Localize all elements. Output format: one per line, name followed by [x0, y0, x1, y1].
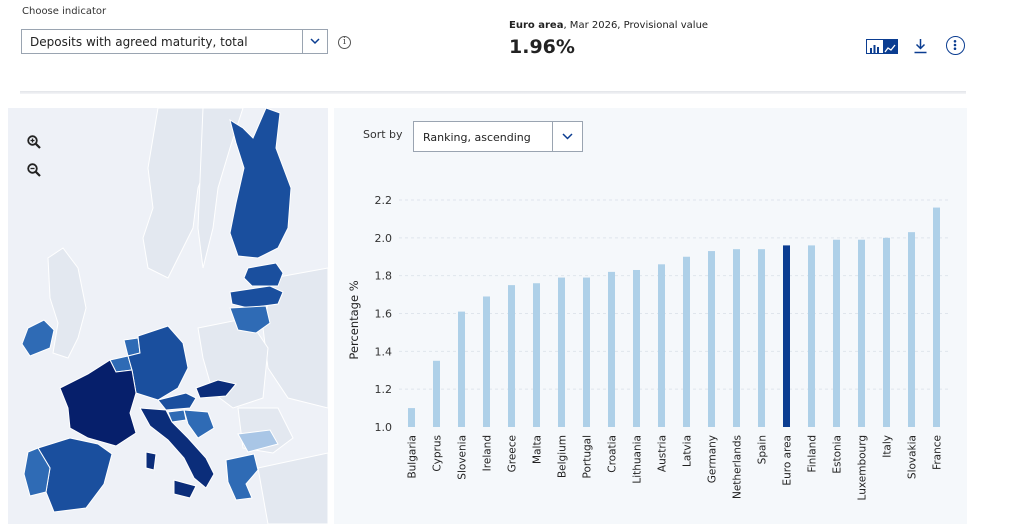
bar-croatia[interactable]	[608, 271, 615, 427]
bar-france[interactable]	[933, 207, 940, 427]
headline-context: Euro area, Mar 2026, Provisional value	[509, 20, 708, 31]
x-category-label: Bulgaria	[407, 435, 419, 479]
y-tick-label: 2.0	[375, 232, 393, 245]
x-category-label: Belgium	[557, 435, 569, 478]
bar-netherlands[interactable]	[733, 249, 740, 427]
bar-lithuania[interactable]	[633, 269, 640, 427]
x-category-label: Croatia	[607, 435, 619, 473]
zoom-in-icon[interactable]	[26, 134, 42, 150]
headline-area: Euro area	[509, 20, 564, 31]
x-category-label: Malta	[532, 435, 544, 464]
y-axis-title: Percentage %	[347, 280, 361, 359]
x-category-label: Finland	[807, 435, 819, 473]
map-svg	[8, 108, 328, 524]
chevron-down-icon[interactable]	[552, 122, 582, 151]
x-category-label: Lithuania	[632, 435, 644, 484]
x-category-label: Spain	[757, 435, 769, 464]
x-category-label: Italy	[882, 435, 894, 458]
bar-greece[interactable]	[508, 285, 515, 427]
y-tick-label: 1.8	[375, 270, 393, 283]
indicator-select-value: Deposits with agreed maturity, total	[30, 35, 248, 49]
bar-cyprus[interactable]	[433, 360, 440, 427]
y-tick-label: 1.4	[375, 345, 393, 358]
bar-chart-view-icon[interactable]	[867, 40, 882, 53]
y-tick-label: 1.6	[375, 308, 393, 321]
indicator-label: Choose indicator	[22, 6, 107, 17]
zoom-out-icon[interactable]	[26, 162, 42, 178]
headline-value: 1.96%	[509, 36, 575, 58]
x-category-label: Austria	[657, 435, 669, 472]
download-icon[interactable]	[913, 38, 928, 58]
x-category-label: France	[932, 435, 944, 470]
bar-slovenia[interactable]	[458, 311, 465, 427]
more-options-icon[interactable]	[946, 36, 965, 55]
x-category-label: Latvia	[682, 435, 694, 467]
y-tick-label: 2.2	[375, 194, 393, 207]
bar-line-toggle-icon[interactable]	[866, 39, 898, 54]
y-axis-ticks: 1.0 1.2 1.4 1.6 1.8 2.0 2.2	[375, 194, 393, 434]
indicator-select[interactable]: Deposits with agreed maturity, total	[21, 29, 328, 54]
x-category-label: Slovenia	[457, 435, 469, 480]
header-divider	[20, 91, 966, 94]
bar-portugal[interactable]	[583, 277, 590, 427]
headline-detail: , Mar 2026, Provisional value	[563, 20, 709, 31]
x-category-label: Estonia	[832, 435, 844, 474]
chevron-down-icon[interactable]	[302, 30, 327, 53]
bar-malta[interactable]	[533, 283, 540, 427]
y-tick-label: 1.2	[375, 383, 393, 396]
x-category-label: Slovakia	[907, 435, 919, 479]
bar-austria[interactable]	[658, 264, 665, 427]
y-tick-label: 1.0	[375, 421, 393, 434]
bar-ireland[interactable]	[483, 296, 490, 427]
bar-luxembourg[interactable]	[858, 239, 865, 427]
sort-label: Sort by	[363, 128, 403, 141]
bar-spain[interactable]	[758, 249, 765, 427]
bar-finland[interactable]	[808, 245, 815, 427]
sort-select[interactable]: Ranking, ascending	[413, 121, 583, 152]
bar-latvia[interactable]	[683, 256, 690, 427]
bar-bulgaria[interactable]	[408, 408, 415, 427]
x-category-label: Cyprus	[432, 435, 444, 472]
x-category-label: Ireland	[482, 435, 494, 471]
bar-slovakia[interactable]	[908, 232, 915, 427]
bar-germany[interactable]	[708, 251, 715, 427]
chart-panel: Sort by Ranking, ascending 1.0 1.2 1.4 1.6 1…	[334, 108, 967, 524]
bar-estonia[interactable]	[833, 239, 840, 427]
line-chart-view-icon[interactable]	[883, 40, 898, 53]
bars	[408, 207, 940, 427]
europe-map[interactable]	[8, 108, 328, 524]
bar-italy[interactable]	[883, 237, 890, 427]
x-axis-categories: Bulgaria Cyprus Slovenia Ireland Greece Malta…	[407, 435, 944, 500]
bar-chart: 1.0 1.2 1.4 1.6 1.8 2.0 2.2 Bulgaria Cyprus Slov…	[347, 194, 949, 500]
x-category-label: Germany	[707, 435, 719, 483]
sort-select-value: Ranking, ascending	[423, 131, 531, 144]
bar-belgium[interactable]	[558, 277, 565, 427]
x-category-label: Portugal	[582, 435, 594, 479]
grid-lines	[399, 199, 949, 390]
x-category-label: Netherlands	[732, 435, 744, 499]
header-section: Choose indicator Deposits with agreed ma…	[0, 0, 1031, 95]
x-category-label: Greece	[507, 435, 519, 472]
x-category-label: Euro area	[782, 435, 794, 486]
info-icon[interactable]: i	[338, 36, 351, 49]
bar-euro-area[interactable]	[783, 245, 790, 427]
x-category-label: Luxembourg	[857, 435, 869, 500]
